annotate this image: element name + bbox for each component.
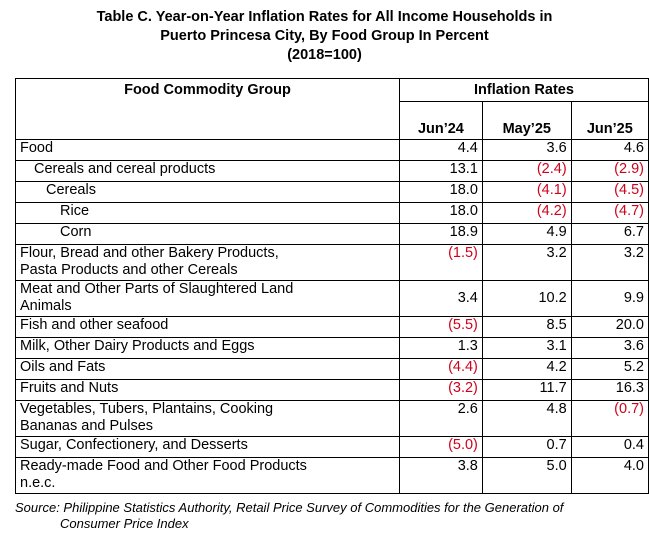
cell-value: (4.4) — [398, 358, 483, 380]
table-row: Rice 18.0 (4.2) (4.7) — [15, 202, 649, 224]
row-label: Flour, Bread and other Bakery Products, P… — [15, 244, 400, 281]
row-label: Oils and Fats — [15, 358, 400, 380]
cell-value: 3.6 — [481, 139, 572, 161]
cell-value: 3.2 — [481, 244, 572, 281]
table-row: Vegetables, Tubers, Plantains, Cooking Ba… — [15, 400, 649, 437]
row-label-line-1: Meat and Other Parts of Slaughtered Land — [20, 281, 294, 297]
cell-value: 10.2 — [481, 280, 572, 317]
row-label: Sugar, Confectionery, and Desserts — [15, 436, 400, 458]
cell-value: 4.9 — [481, 223, 572, 245]
cell-value: 11.7 — [481, 379, 572, 401]
cell-value: (5.0) — [398, 436, 483, 458]
source-note: Source: Philippine Statistics Authority,… — [15, 500, 635, 532]
cell-value: 0.4 — [570, 436, 649, 458]
cell-value: 6.7 — [570, 223, 649, 245]
col-header-jun24: Jun’24 — [398, 101, 483, 140]
cell-value: (1.5) — [398, 244, 483, 281]
cell-value: 3.6 — [570, 337, 649, 359]
cell-value: 5.0 — [481, 457, 572, 494]
group-header: Food Commodity Group — [15, 78, 400, 140]
row-label: Cereals and cereal products — [15, 160, 400, 182]
table-row: Fish and other seafood (5.5) 8.5 20.0 — [15, 316, 649, 338]
row-label: Ready-made Food and Other Food Products n… — [15, 457, 400, 494]
table-title: Table C. Year-on-Year Inflation Rates fo… — [0, 8, 649, 65]
row-label: Cereals — [15, 181, 400, 203]
row-label-line-2: n.e.c. — [20, 475, 56, 491]
table-row: Corn 18.9 4.9 6.7 — [15, 223, 649, 245]
cell-value: (4.1) — [481, 181, 572, 203]
row-label-line-1: Ready-made Food and Other Food Products — [20, 458, 307, 474]
cell-value: 9.9 — [570, 280, 649, 317]
source-line-2: Consumer Price Index — [60, 516, 189, 531]
row-label-line-1: Flour, Bread and other Bakery Products, — [20, 245, 279, 261]
cell-value: 18.0 — [398, 181, 483, 203]
cell-value: 5.2 — [570, 358, 649, 380]
col-header-may25: May’25 — [481, 101, 572, 140]
cell-value: 3.1 — [481, 337, 572, 359]
title-line-2: Puerto Princesa City, By Food Group In P… — [160, 28, 489, 44]
cell-value: 3.8 — [398, 457, 483, 494]
row-label: Fish and other seafood — [15, 316, 400, 338]
row-label-line-1: Vegetables, Tubers, Plantains, Cooking — [20, 401, 274, 417]
table-row: Cereals 18.0 (4.1) (4.5) — [15, 181, 649, 203]
cell-value: 4.2 — [481, 358, 572, 380]
cell-value: 20.0 — [570, 316, 649, 338]
row-label-line-2: Animals — [20, 298, 72, 314]
table-row: Milk, Other Dairy Products and Eggs 1.3 … — [15, 337, 649, 359]
cell-value: (0.7) — [570, 400, 649, 437]
rates-header: Inflation Rates — [398, 78, 649, 102]
cell-value: (2.9) — [570, 160, 649, 182]
row-label: Corn — [15, 223, 400, 245]
cell-value: 8.5 — [481, 316, 572, 338]
row-label: Food — [15, 139, 400, 161]
table-row: Fruits and Nuts (3.2) 11.7 16.3 — [15, 379, 649, 401]
title-line-3: (2018=100) — [287, 47, 362, 63]
row-label-line-2: Bananas and Pulses — [20, 418, 154, 434]
cell-value: 0.7 — [481, 436, 572, 458]
table-row: Flour, Bread and other Bakery Products, P… — [15, 244, 649, 281]
cell-value: (5.5) — [398, 316, 483, 338]
table-row: Sugar, Confectionery, and Desserts (5.0)… — [15, 436, 649, 458]
cell-value: 4.6 — [570, 139, 649, 161]
header-row: Food Commodity Group Inflation Rates — [15, 78, 649, 140]
row-label-line-2: Pasta Products and other Cereals — [20, 262, 238, 278]
inflation-table: Food Commodity Group Inflation Rates Jun… — [15, 78, 649, 494]
cell-value: 4.0 — [570, 457, 649, 494]
col-header-jun25: Jun’25 — [570, 101, 649, 140]
cell-value: 2.6 — [398, 400, 483, 437]
table-row: Meat and Other Parts of Slaughtered Land… — [15, 280, 649, 317]
row-label: Milk, Other Dairy Products and Eggs — [15, 337, 400, 359]
cell-value: 1.3 — [398, 337, 483, 359]
cell-value: (4.2) — [481, 202, 572, 224]
cell-value: (2.4) — [481, 160, 572, 182]
table-row: Oils and Fats (4.4) 4.2 5.2 — [15, 358, 649, 380]
cell-value: (4.5) — [570, 181, 649, 203]
cell-value: (3.2) — [398, 379, 483, 401]
cell-value: 13.1 — [398, 160, 483, 182]
cell-value: 18.9 — [398, 223, 483, 245]
cell-value: 16.3 — [570, 379, 649, 401]
row-label: Rice — [15, 202, 400, 224]
table-row: Food 4.4 3.6 4.6 — [15, 139, 649, 161]
cell-value: 4.8 — [481, 400, 572, 437]
cell-value: 3.4 — [398, 280, 483, 317]
table-row: Ready-made Food and Other Food Products n… — [15, 457, 649, 494]
cell-value: 4.4 — [398, 139, 483, 161]
table-row: Cereals and cereal products 13.1 (2.4) (… — [15, 160, 649, 182]
subheader-row: Jun’24 May’25 Jun’25 — [16, 101, 649, 140]
title-line-1: Table C. Year-on-Year Inflation Rates fo… — [96, 9, 553, 25]
cell-value: 3.2 — [570, 244, 649, 281]
cell-value: (4.7) — [570, 202, 649, 224]
cell-value: 18.0 — [398, 202, 483, 224]
row-label: Fruits and Nuts — [15, 379, 400, 401]
row-label: Meat and Other Parts of Slaughtered Land… — [15, 280, 400, 317]
source-line-1: Source: Philippine Statistics Authority,… — [15, 500, 564, 515]
row-label: Vegetables, Tubers, Plantains, Cooking Ba… — [15, 400, 400, 437]
